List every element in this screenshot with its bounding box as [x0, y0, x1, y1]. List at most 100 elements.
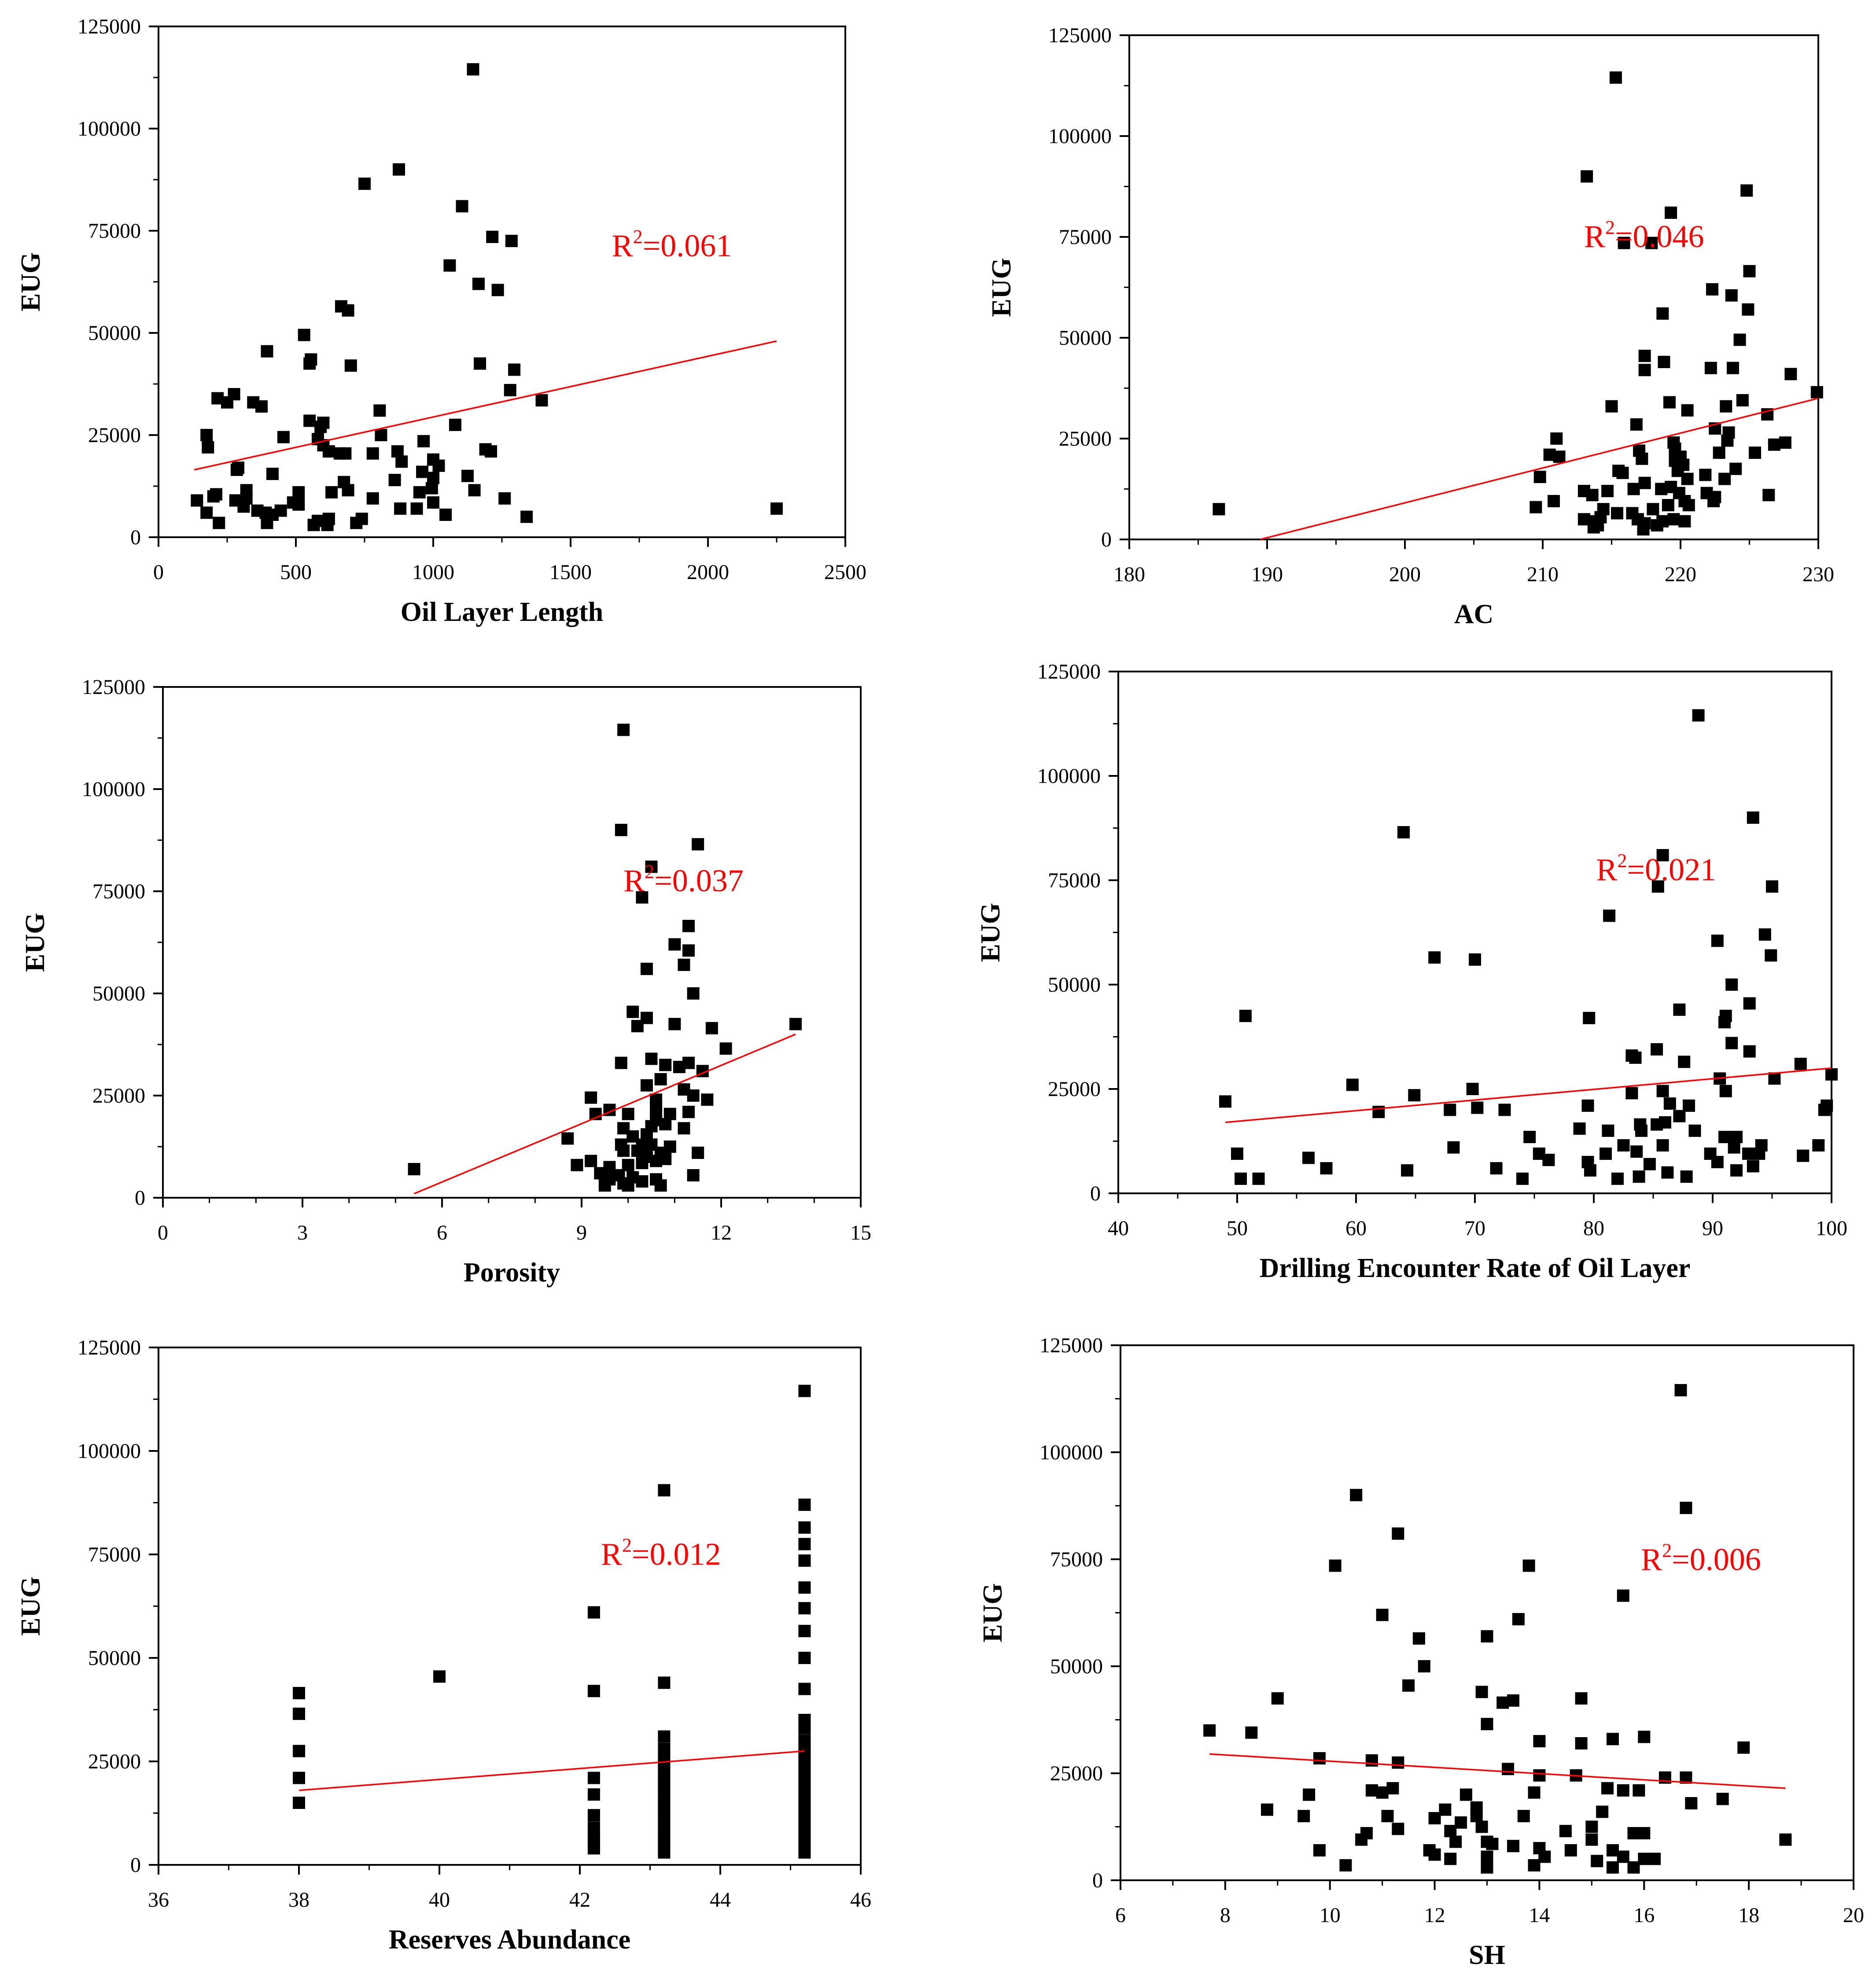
x-tick-label: 20: [1843, 1904, 1864, 1927]
chart-porosity: 0 3 6 9 12 15 0 25000 50000 75000 100000 125000 Poro…: [20, 675, 871, 1288]
data-point: [1313, 1752, 1326, 1764]
data-point: [443, 259, 456, 272]
r2-base: R: [601, 1537, 622, 1572]
data-point: [682, 1056, 695, 1069]
data-point: [1605, 400, 1618, 413]
data-point: [678, 959, 690, 971]
data-point: [303, 414, 316, 427]
data-point: [1602, 1124, 1614, 1137]
data-point: [1302, 1152, 1315, 1164]
x-axis-label: Oil Layer Length: [401, 597, 603, 627]
data-point: [468, 484, 481, 497]
data-point: [1401, 1164, 1414, 1177]
data-point: [1721, 434, 1734, 447]
x-tick-label: 40: [1108, 1217, 1129, 1240]
data-point: [366, 447, 379, 460]
data-point: [798, 1554, 811, 1567]
data-point: [293, 1687, 305, 1699]
data-point: [1681, 472, 1694, 485]
data-point: [1648, 1853, 1661, 1865]
y-tick-label: 100000: [1037, 764, 1101, 788]
data-point: [1261, 1803, 1273, 1816]
data-point: [587, 1788, 600, 1801]
data-point: [1625, 1087, 1638, 1100]
data-point: [1329, 1559, 1342, 1572]
data-point: [1412, 1632, 1425, 1645]
data-point: [1339, 1859, 1352, 1871]
data-point: [1507, 1694, 1519, 1707]
data-point: [1365, 1784, 1378, 1797]
data-point: [1592, 519, 1604, 531]
y-tick-label: 50000: [88, 321, 141, 345]
data-point: [705, 1022, 718, 1034]
data-point: [1636, 452, 1648, 465]
data-point: [1239, 1010, 1252, 1022]
x-tick-label: 90: [1702, 1217, 1723, 1240]
data-point: [322, 445, 335, 458]
x-tick-label: 8: [1220, 1904, 1231, 1927]
data-point: [344, 359, 357, 372]
data-point: [1408, 1089, 1421, 1102]
data-point: [417, 435, 430, 447]
data-point: [449, 418, 461, 431]
data-point: [467, 63, 479, 76]
data-point: [1428, 951, 1441, 964]
data-point: [1533, 471, 1546, 484]
data-point: [1768, 438, 1780, 451]
data-point: [1320, 1162, 1333, 1175]
y-tick-label: 50000: [92, 982, 145, 1005]
data-point: [1742, 1147, 1754, 1160]
data-point: [1627, 1861, 1640, 1874]
data-point: [1548, 495, 1560, 507]
data-point: [307, 519, 320, 531]
data-point: [798, 1498, 811, 1511]
data-point: [798, 1846, 811, 1859]
data-point: [798, 1683, 811, 1695]
data-point: [658, 1676, 671, 1689]
data-point: [237, 500, 250, 513]
x-tick-label: 9: [576, 1221, 587, 1244]
data-point: [1656, 849, 1669, 862]
data-point: [587, 1809, 600, 1822]
x-tick-label: 10: [1319, 1904, 1341, 1927]
r-squared-annotation: R2=0.021: [1596, 850, 1716, 887]
data-point: [1617, 1589, 1629, 1602]
x-tick-label: 500: [280, 561, 312, 584]
trendline: [194, 340, 777, 471]
data-point: [1449, 1835, 1462, 1848]
r2-base: R: [623, 863, 645, 898]
trendline: [1209, 1753, 1786, 1789]
data-point: [1586, 489, 1599, 502]
data-point: [1683, 1099, 1695, 1112]
data-point: [1720, 400, 1732, 413]
data-point: [659, 1118, 672, 1130]
y-tick-label: 75000: [88, 219, 141, 243]
data-point: [1490, 1162, 1503, 1175]
x-tick-label: 70: [1464, 1217, 1485, 1240]
r2-superscript: 2: [1605, 217, 1615, 238]
y-tick-label: 125000: [1039, 1334, 1103, 1357]
data-point: [1729, 462, 1742, 475]
data-point: [587, 1606, 600, 1619]
data-point: [339, 447, 352, 460]
data-point: [1313, 1844, 1326, 1857]
x-axis-label: Porosity: [464, 1258, 560, 1288]
data-point: [427, 496, 439, 509]
data-point: [1617, 1139, 1630, 1152]
y-axis-label: EUG: [987, 258, 1017, 317]
data-point: [1707, 495, 1720, 507]
data-point: [1810, 386, 1823, 399]
data-point: [798, 1782, 811, 1795]
x-tick-label: 15: [850, 1221, 871, 1244]
data-point: [1428, 1812, 1441, 1825]
x-tick-label: 46: [850, 1888, 871, 1912]
data-point: [202, 441, 214, 454]
y-tick-label: 100000: [77, 1439, 141, 1463]
r-squared-annotation: R2=0.012: [601, 1535, 721, 1572]
data-point: [321, 519, 334, 531]
data-point: [1688, 1124, 1701, 1137]
data-point: [1635, 1124, 1647, 1137]
data-point: [798, 1735, 811, 1747]
data-point: [1725, 1037, 1738, 1049]
